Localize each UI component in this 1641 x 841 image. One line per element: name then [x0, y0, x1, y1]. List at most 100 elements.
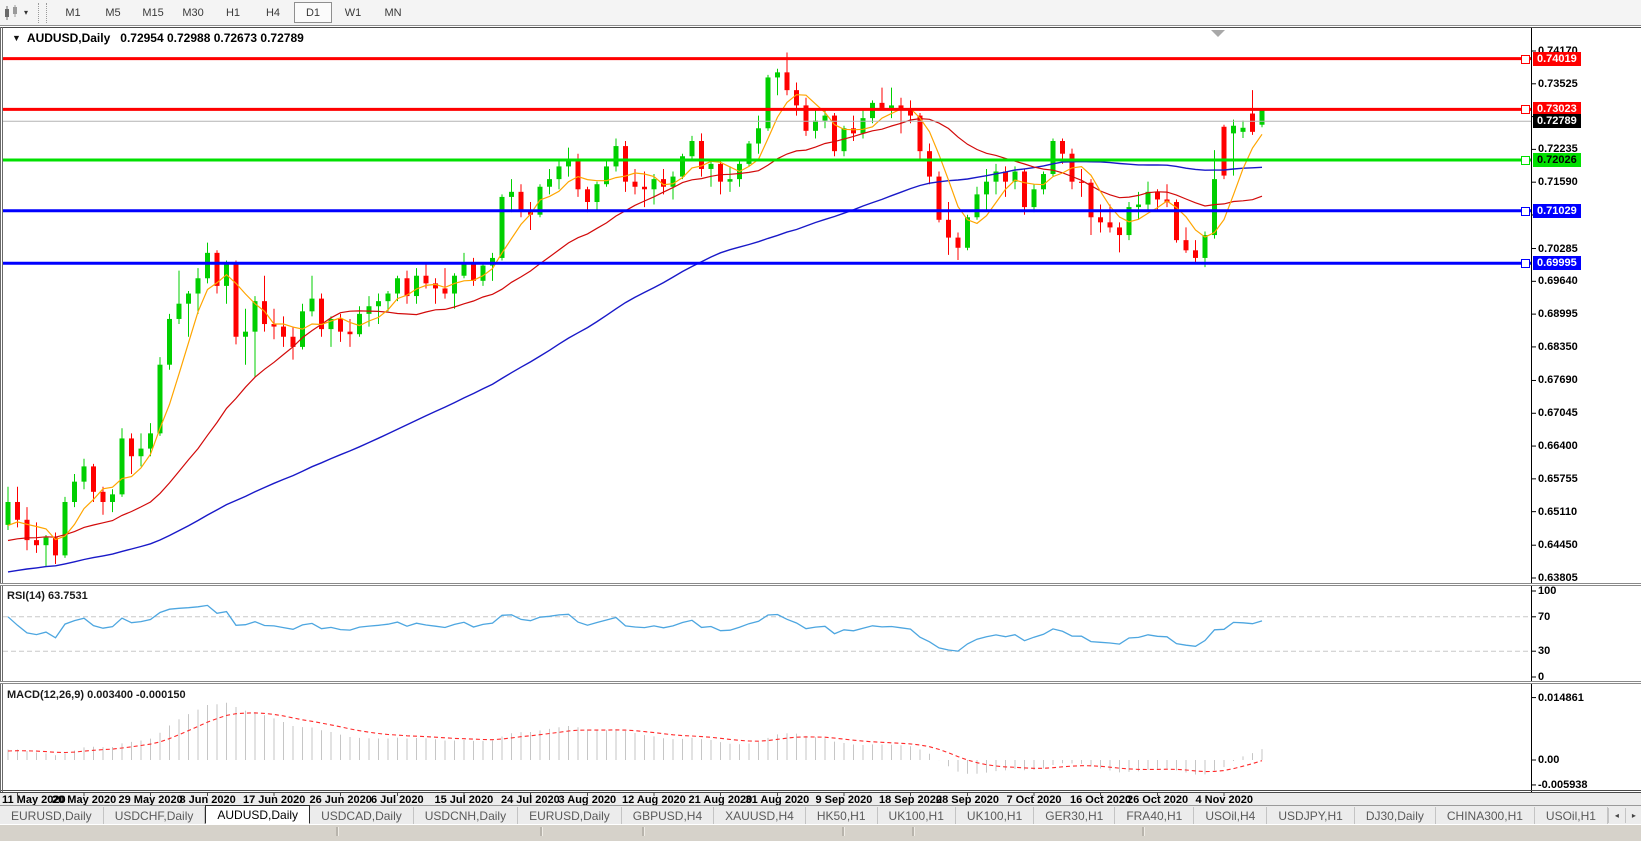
timeframe-button-m30[interactable]: M30 — [182, 6, 204, 19]
date-axis-label: 3 Aug 2020 — [558, 794, 617, 806]
date-axis-label: 17 Jun 2020 — [243, 794, 306, 806]
rsi-indicator-label: RSI(14) 63.7531 — [7, 590, 88, 602]
date-axis-label: 12 Aug 2020 — [622, 794, 686, 806]
window-frame-line — [0, 792, 1641, 793]
chart-tab-xauusd-h4[interactable]: XAUUSD,H4 — [714, 807, 806, 824]
chart-tab-usdchf-daily[interactable]: USDCHF,Daily — [104, 807, 206, 824]
chart-shift-marker[interactable] — [1211, 30, 1225, 37]
date-axis-label: 7 Oct 2020 — [1006, 794, 1062, 806]
price-line-tag[interactable]: 0.69995 — [1533, 256, 1581, 271]
window-frame-line — [0, 790, 1641, 791]
date-axis-label: 15 Jul 2020 — [434, 794, 494, 806]
line-anchor-square[interactable] — [1521, 156, 1530, 165]
price-axis-label: 0.71590 — [1538, 176, 1578, 189]
price-axis-label: 0.68350 — [1538, 340, 1578, 353]
pane-splitter[interactable] — [0, 583, 1641, 586]
timeframe-button-m1[interactable]: M1 — [65, 6, 81, 19]
chart-tab-usdjpy-h1[interactable]: USDJPY,H1 — [1267, 807, 1355, 824]
line-anchor-square[interactable] — [1521, 105, 1530, 115]
chart-tab-uk100-h1[interactable]: UK100,H1 — [878, 807, 956, 824]
date-axis-label: 20 May 2020 — [52, 794, 117, 806]
chart-tab-bar: EURUSD,Daily USDCHF,Daily AUDUSD,Daily USDC… — [0, 805, 1641, 824]
timeframe-button-m5[interactable]: M5 — [105, 6, 121, 19]
macd-axis-label: -0.005938 — [1538, 778, 1588, 791]
date-axis-label: 16 Oct 2020 — [1070, 794, 1132, 806]
date-axis-label: 26 Jun 2020 — [309, 794, 372, 806]
price-axis-label: 0.67045 — [1538, 407, 1578, 420]
window-frame-line — [0, 27, 1641, 28]
status-tick — [336, 827, 339, 836]
macd-indicator-label: MACD(12,26,9) 0.003400 -0.000150 — [7, 689, 186, 701]
date-axis-label: 11 May 2020 — [2, 794, 66, 806]
date-axis-label: 8 Jun 2020 — [179, 794, 236, 806]
current-price-tag[interactable]: 0.72789 — [1533, 114, 1581, 129]
status-tick — [642, 827, 645, 836]
chart-tab-uk100-h1[interactable]: UK100,H1 — [956, 807, 1035, 824]
chart-tab-gbpusd-h4[interactable]: GBPUSD,H4 — [622, 807, 715, 824]
price-axis-label: 0.65110 — [1538, 505, 1578, 518]
chart-symbol-label: AUDUSD,Daily — [26, 31, 111, 45]
macd-axis-label: 0.00 — [1538, 754, 1560, 766]
timeframe-button-h1[interactable]: H1 — [225, 6, 241, 19]
timeframe-button-group: M1 M5 M15 M30 H1 H4 D1 W1 MN — [53, 2, 413, 23]
date-axis-label: 18 Sep 2020 — [879, 794, 942, 806]
rsi-axis-label: 100 — [1538, 585, 1557, 597]
status-tick — [1142, 827, 1145, 836]
chart-type-dropdown-caret[interactable]: ▾ — [24, 8, 29, 17]
price-line-tag[interactable]: 0.71029 — [1533, 203, 1581, 218]
price-axis-label: 0.63805 — [1538, 572, 1578, 584]
chart-tab-usoil-h1[interactable]: USOil,H1 — [1535, 807, 1608, 824]
date-axis-label: 6 Jul 2020 — [371, 794, 424, 806]
tab-scroll-right[interactable]: ▸ — [1624, 808, 1641, 823]
chart-plot-area[interactable] — [3, 28, 1531, 583]
chart-tab-usdcnh-daily[interactable]: USDCNH,Daily — [414, 807, 519, 824]
date-axis-label: 28 Sep 2020 — [936, 794, 999, 806]
timeframe-button-h4[interactable]: H4 — [265, 6, 281, 19]
timeframe-button-m15[interactable]: M15 — [142, 6, 164, 19]
chart-tab-hk50-h1[interactable]: HK50,H1 — [806, 807, 878, 824]
line-anchor-square[interactable] — [1521, 54, 1530, 64]
status-strip — [0, 824, 1641, 841]
price-axis-label: 0.70285 — [1538, 242, 1578, 255]
price-axis-label: 0.64450 — [1538, 539, 1578, 552]
chart-tab-audusd-daily[interactable]: AUDUSD,Daily — [205, 805, 311, 824]
chart-tab-fra40-h1[interactable]: FRA40,H1 — [1115, 807, 1195, 824]
price-axis-label: 0.65755 — [1538, 472, 1578, 485]
date-axis-label: 26 Oct 2020 — [1127, 794, 1189, 806]
status-tick — [842, 827, 845, 836]
status-tick — [912, 827, 915, 836]
price-line-tag[interactable]: 0.73023 — [1533, 102, 1581, 117]
chart-tab-china300-h1[interactable]: CHINA300,H1 — [1436, 807, 1535, 824]
rsi-axis-label: 30 — [1538, 645, 1551, 658]
timeframe-button-d1[interactable]: D1 — [294, 2, 333, 23]
chart-ohlc-values: 0.72954 0.72988 0.72673 0.72789 — [120, 31, 304, 45]
pane-splitter[interactable] — [0, 681, 1641, 684]
line-anchor-square[interactable] — [1521, 259, 1530, 269]
rsi-axis-label: 70 — [1538, 610, 1551, 623]
price-axis-label: 0.67690 — [1538, 374, 1578, 387]
macd-axis-label: 0.014861 — [1538, 691, 1584, 704]
tab-scroll-left[interactable]: ◂ — [1607, 808, 1625, 823]
price-axis-label: 0.72235 — [1538, 143, 1578, 156]
price-line-tag[interactable]: 0.72026 — [1533, 153, 1581, 167]
date-axis-label: 24 Jul 2020 — [501, 794, 560, 806]
status-tick — [540, 827, 543, 836]
timeframe-button-w1[interactable]: W1 — [344, 6, 362, 19]
chart-tab-usoil-h4[interactable]: USOil,H4 — [1194, 807, 1268, 824]
price-axis-label: 0.66400 — [1538, 440, 1578, 453]
symbol-dropdown-triangle[interactable]: ▼ — [12, 33, 21, 43]
price-axis-label: 0.68995 — [1538, 308, 1578, 321]
chart-tab-ger30-h1[interactable]: GER30,H1 — [1034, 807, 1116, 824]
chart-tab-eurusd-daily[interactable]: EURUSD,Daily — [0, 807, 104, 824]
chart-type-icon[interactable] — [2, 4, 22, 22]
tab-scroll-arrows: ◂ ▸ — [1607, 807, 1641, 824]
candlestick-chart-icon — [5, 4, 17, 20]
chart-tab-eurusd-daily[interactable]: EURUSD,Daily — [518, 807, 622, 824]
chart-tab-dj30-daily[interactable]: DJ30,Daily — [1355, 807, 1436, 824]
chart-tab-usdcad-daily[interactable]: USDCAD,Daily — [310, 807, 414, 824]
timeframe-button-mn[interactable]: MN — [384, 6, 402, 19]
line-anchor-square[interactable] — [1521, 206, 1530, 216]
price-axis-label: 0.69640 — [1538, 275, 1578, 288]
date-axis-label: 31 Aug 2020 — [745, 794, 810, 806]
price-line-tag[interactable]: 0.74019 — [1533, 51, 1581, 66]
